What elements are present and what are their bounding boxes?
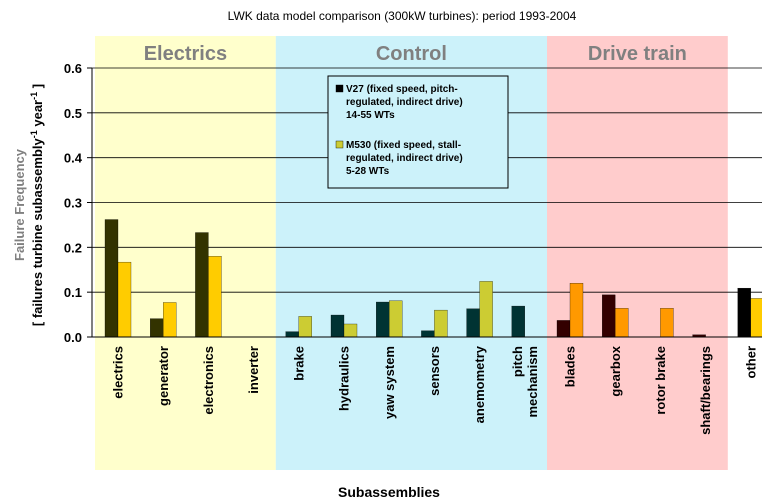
bar-s0-1 [150,318,164,338]
ylabel-sup1: -1 [29,130,39,138]
legend-entry-0-line-0: V27 (fixed speed, pitch- [346,84,458,95]
bar-s0-9 [511,305,525,338]
category-label-13: shaft/bearings [698,346,713,435]
category-label-9-line-0: pitch [510,346,525,377]
ylabel-prefix: [ failures turbine subassembly [30,137,45,326]
bar-s0-7 [421,330,435,338]
bar-s1-1 [163,302,177,338]
bar-s1-7 [434,309,448,338]
bar-s1-10 [569,283,584,338]
category-label-7: sensors [427,346,442,396]
category-label-10: blades [563,346,578,387]
category-label-7-line-0: sensors [427,346,442,396]
group-labels: Electrics Control Drive train [144,43,687,65]
bar-s0-11 [602,294,616,338]
bar-s0-14 [737,287,751,338]
ylabel-mid: year [30,100,45,130]
bars [104,219,762,338]
legend: V27 (fixed speed, pitch-regulated, indir… [327,75,509,189]
y-tick-labels: 0.0 0.1 0.2 0.3 0.4 0.5 0.6 [64,61,83,345]
category-label-9: pitch mechanism [510,346,540,418]
category-label-3-line-0: inverter [246,346,261,394]
category-label-6-line-0: yaw system [382,346,397,419]
y-tick-label-1: 0.1 [64,285,82,300]
category-label-6: yaw system [382,346,397,419]
bar-s0-6 [376,301,390,338]
bar-s1-11 [615,308,629,338]
bar-s1-4 [298,316,312,338]
bar-s1-14 [750,298,762,338]
bar-s0-8 [466,308,480,338]
category-label-2-line-0: electronics [201,346,216,415]
y-tick-label-6: 0.6 [64,61,82,76]
category-label-0: electrics [111,346,126,399]
chart-title: LWK data model comparison (300kW turbine… [228,9,577,23]
legend-swatch-1 [335,140,344,149]
category-label-14: other [743,346,758,379]
category-label-0-line-0: electrics [111,346,126,399]
legend-entry-0-line-2: 14-55 WTs [346,110,395,121]
bar-s0-4 [285,331,299,338]
category-label-1: generator [156,346,171,406]
category-label-4-line-0: brake [291,346,306,381]
group-band-2 [547,36,728,470]
bar-s0-5 [330,314,345,338]
legend-entry-1-line-2: 5-28 WTs [346,166,390,177]
bar-s0-10 [556,320,571,338]
bar-s0-2 [195,232,209,338]
group-label-0: Electrics [144,43,227,65]
axes [91,68,762,338]
category-label-11-line-0: gearbox [608,345,623,396]
bar-s1-2 [208,256,222,338]
category-label-3: inverter [246,346,261,394]
group-label-2: Drive train [588,43,687,65]
legend-entry-1-line-0: M530 (fixed speed, stall- [346,140,461,151]
category-label-5: hydraulics [337,346,352,411]
category-label-5-line-0: hydraulics [337,346,352,411]
category-label-2: electronics [201,346,216,415]
category-label-11: gearbox [608,345,623,396]
category-label-12: rotor brake [653,346,668,415]
legend-swatch-0 [335,84,344,93]
category-label-4: brake [291,346,306,381]
y-tick-label-4: 0.4 [64,151,83,166]
y-axis-label: Failure Frequency [12,148,27,261]
y-tick-label-3: 0.3 [64,196,82,211]
bar-s1-6 [389,300,403,338]
y-axis-label-line1: Failure Frequency [12,148,27,261]
bar-s1-8 [479,281,493,338]
ylabel-sup2: -1 [29,92,39,100]
bar-s1-5 [343,323,358,338]
category-label-10-line-0: blades [563,346,578,387]
ylabel-suffix: ] [30,84,45,92]
category-label-8: anemometry [472,345,487,423]
category-label-8-line-0: anemometry [472,345,487,423]
category-label-14-line-0: other [743,346,758,379]
bar-s1-12 [660,308,674,338]
x-axis-label: Subassemblies [338,484,440,500]
bar-s0-0 [104,219,119,338]
y-tick-label-2: 0.2 [64,240,82,255]
category-label-1-line-0: generator [156,346,171,406]
category-label-9-line-1: mechanism [525,346,540,418]
y-tick-label-5: 0.5 [64,106,82,121]
y-axis-label-units: [ failures turbine subassembly-1 year-1 … [29,84,45,326]
y-tick-label-0: 0.0 [64,330,82,345]
category-label-12-line-0: rotor brake [653,346,668,415]
y-axis-label-line2: [ failures turbine subassembly-1 year-1 … [29,84,45,326]
group-band-0 [95,36,276,470]
group-label-1: Control [376,43,447,65]
legend-box [327,75,509,189]
legend-entry-1-line-1: regulated, indirect drive) [346,153,463,164]
x-category-labels: electrics generator electronics inverter bra… [111,345,759,435]
legend-entry-0-line-1: regulated, indirect drive) [346,97,463,108]
bar-s1-0 [117,261,132,338]
category-label-13-line-0: shaft/bearings [698,346,713,435]
